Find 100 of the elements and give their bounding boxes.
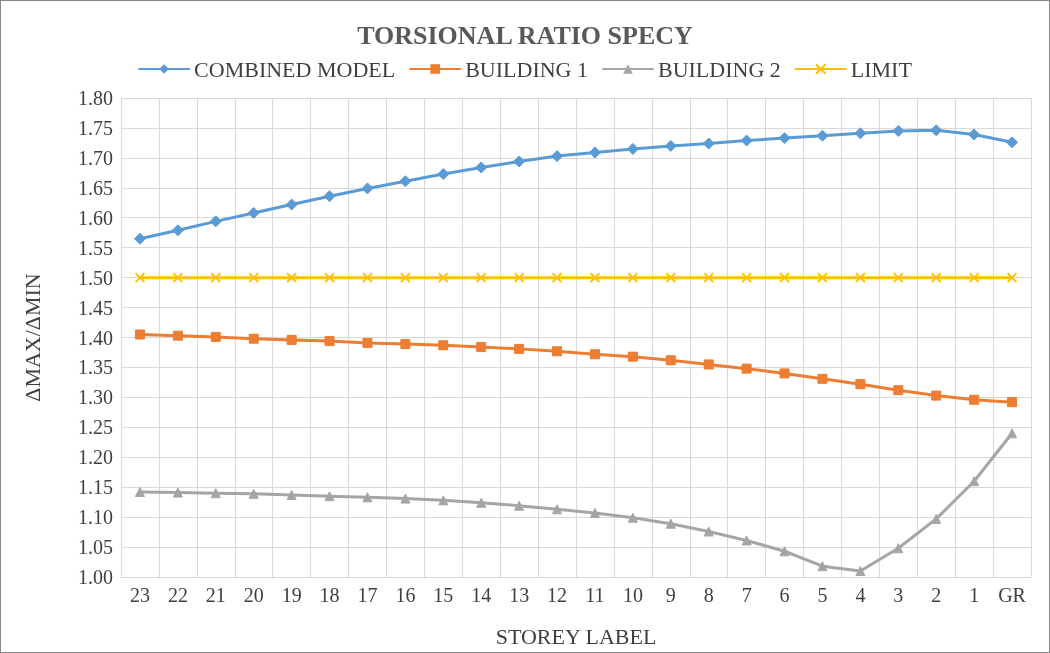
x-tick-label: 22	[167, 584, 188, 606]
point	[969, 476, 980, 487]
x-axis-title: STOREY LABEL	[495, 623, 657, 649]
point	[817, 561, 828, 572]
x-tick-label: 8	[703, 584, 714, 606]
point	[286, 272, 298, 284]
point	[1007, 397, 1018, 408]
point	[779, 368, 790, 379]
point	[286, 334, 297, 345]
point	[134, 329, 145, 340]
y-tick-label: 1.30	[78, 386, 113, 409]
point	[1006, 272, 1018, 284]
point	[476, 342, 487, 353]
legend-label: BUILDING 1	[465, 56, 588, 82]
x-tick-label: 18	[319, 584, 340, 606]
y-tick-label: 1.75	[78, 116, 113, 139]
point	[514, 343, 525, 354]
point	[741, 272, 753, 284]
y-tick-label: 1.65	[78, 176, 113, 199]
y-tick-label: 1.40	[78, 326, 113, 349]
point	[779, 272, 791, 284]
point	[324, 491, 335, 502]
point	[855, 379, 866, 390]
point	[930, 272, 942, 284]
point	[968, 128, 981, 141]
point	[399, 175, 412, 188]
y-tick-label: 1.70	[78, 146, 113, 169]
x-tick-label: 15	[433, 584, 454, 606]
x-tick-label: 16	[395, 584, 416, 606]
y-tick-label: 1.25	[78, 416, 113, 439]
point	[816, 272, 828, 284]
point	[248, 333, 259, 344]
y-tick-label: 1.60	[78, 206, 113, 229]
point	[893, 385, 904, 396]
point	[854, 272, 866, 284]
point	[552, 504, 563, 515]
point	[285, 198, 298, 211]
point	[854, 127, 867, 140]
point	[476, 497, 487, 508]
x-tick-label: 19	[281, 584, 302, 606]
point	[286, 489, 297, 500]
y-tick-label: 1.80	[78, 87, 113, 109]
point	[968, 272, 980, 284]
point	[361, 182, 374, 195]
y-tick-label: 1.50	[78, 266, 113, 289]
x-tick-label: 17	[357, 584, 378, 606]
point	[400, 493, 411, 504]
point	[855, 566, 866, 577]
y-tick-label: 1.10	[78, 506, 113, 529]
point	[779, 546, 790, 557]
point	[210, 272, 222, 284]
point	[703, 359, 714, 370]
point	[210, 488, 221, 499]
x-tick-label: 20	[243, 584, 264, 606]
point	[665, 272, 677, 284]
point	[475, 272, 487, 284]
point	[361, 272, 373, 284]
legend-label: BUILDING 2	[657, 56, 781, 82]
point	[589, 349, 600, 360]
y-tick-label: 1.00	[78, 566, 113, 588]
point	[1007, 428, 1018, 439]
point	[133, 232, 146, 245]
x-tick-label: 23	[129, 584, 150, 606]
point	[741, 535, 752, 546]
y-axis-title: ΔMAX/ΔMIN	[19, 273, 45, 402]
point	[437, 168, 450, 181]
x-tick-label: 11	[585, 584, 605, 606]
y-tick-label: 1.05	[78, 536, 113, 559]
point	[551, 272, 563, 284]
point	[627, 272, 639, 284]
point	[589, 507, 600, 518]
chart-title: TORSIONAL RATIO SPECY	[357, 20, 694, 50]
x-tick-label: 21	[205, 584, 226, 606]
point	[513, 155, 526, 168]
point	[589, 272, 601, 284]
point	[892, 272, 904, 284]
y-tick-label: 1.35	[78, 356, 113, 379]
point	[134, 272, 146, 284]
point	[514, 500, 525, 511]
legend-label: LIMIT	[850, 56, 913, 82]
x-tick-label: GR	[998, 584, 1027, 606]
point	[665, 355, 676, 366]
point	[171, 224, 184, 237]
point	[703, 526, 714, 537]
point	[931, 390, 942, 401]
point	[702, 137, 715, 150]
point	[362, 492, 373, 503]
x-tick-label: 4	[855, 584, 866, 606]
point	[665, 518, 676, 529]
point	[475, 161, 488, 174]
point	[741, 363, 752, 374]
point	[247, 206, 260, 219]
point	[740, 134, 753, 147]
y-tick-label: 1.15	[78, 476, 113, 499]
point	[172, 487, 183, 498]
point	[627, 351, 638, 362]
point	[437, 272, 449, 284]
point	[816, 129, 829, 142]
point	[172, 330, 183, 341]
point	[209, 215, 222, 228]
